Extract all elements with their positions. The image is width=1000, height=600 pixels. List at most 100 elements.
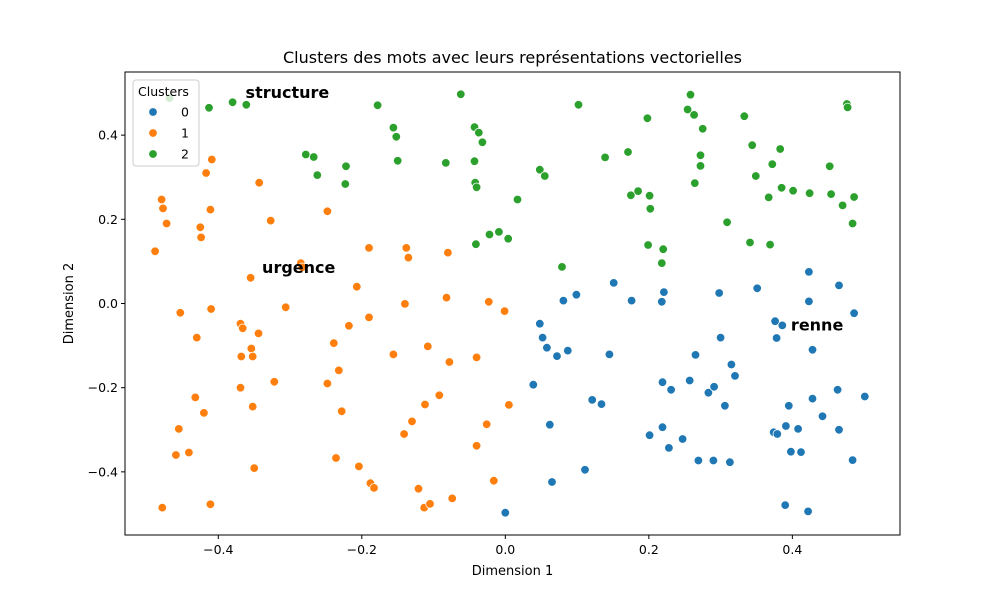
point-cluster-0-3: [558, 295, 569, 306]
legend-marker-0: [148, 107, 158, 117]
point-cluster-1-37: [499, 306, 510, 316]
x-tick-label: −0.2: [347, 542, 377, 557]
point-cluster-2-20: [471, 182, 482, 193]
point-cluster-2-26: [494, 227, 504, 237]
point-cluster-0-59: [780, 500, 790, 510]
point-cluster-1-69: [157, 502, 168, 513]
point-cluster-2-59: [826, 189, 836, 199]
x-tick-label: 0.0: [495, 542, 515, 557]
point-cluster-1-65: [425, 499, 435, 509]
point-cluster-0-34: [587, 395, 597, 405]
plot-area: [150, 89, 870, 518]
point-cluster-1-48: [337, 406, 347, 417]
point-cluster-0-25: [730, 371, 740, 381]
point-cluster-1-22: [175, 308, 186, 318]
point-cluster-2-18: [469, 156, 480, 166]
point-cluster-0-47: [772, 429, 783, 439]
point-cluster-2-32: [626, 190, 636, 201]
point-cluster-2-39: [658, 244, 668, 254]
point-cluster-0-58: [860, 391, 870, 402]
point-cluster-0-32: [709, 382, 719, 392]
y-tick-label: −0.2: [88, 380, 118, 395]
point-cluster-0-11: [770, 316, 780, 326]
point-cluster-0-42: [725, 457, 735, 467]
point-cluster-0-54: [786, 447, 796, 457]
point-cluster-2-5: [309, 152, 319, 162]
point-cluster-2-8: [340, 179, 351, 189]
point-cluster-1-53: [504, 400, 514, 410]
legend-marker-1: [148, 128, 158, 138]
point-cluster-0-31: [703, 388, 714, 398]
point-cluster-2-56: [788, 185, 798, 196]
point-cluster-2-47: [722, 217, 732, 228]
point-cluster-0-50: [793, 424, 803, 434]
point-cluster-1-6: [201, 168, 211, 178]
point-cluster-1-29: [247, 351, 258, 362]
x-axis-label: Dimension 1: [472, 564, 554, 579]
point-cluster-0-44: [580, 465, 590, 475]
point-cluster-2-12: [393, 156, 403, 166]
point-cluster-1-54: [399, 429, 409, 439]
point-cluster-2-54: [775, 144, 785, 154]
point-cluster-0-17: [537, 332, 548, 343]
point-cluster-2-48: [739, 111, 750, 121]
point-cluster-0-26: [771, 333, 782, 343]
legend: Clusters 0 1 2: [132, 79, 200, 167]
point-cluster-2-13: [441, 158, 451, 168]
point-cluster-2-23: [540, 171, 550, 181]
point-cluster-1-15: [364, 243, 374, 253]
point-cluster-2-35: [644, 190, 655, 201]
point-cluster-1-13: [297, 262, 307, 273]
point-cluster-2-36: [645, 204, 656, 214]
point-cluster-1-49: [407, 416, 417, 427]
point-cluster-2-41: [685, 89, 696, 100]
point-cluster-0-22: [690, 350, 701, 360]
point-cluster-2-9: [372, 100, 383, 111]
point-cluster-1-40: [388, 349, 399, 360]
point-cluster-0-12: [777, 320, 788, 331]
point-cluster-0-41: [708, 455, 719, 466]
point-cluster-1-56: [184, 447, 194, 458]
point-cluster-2-65: [765, 239, 775, 250]
point-cluster-1-39: [471, 352, 482, 363]
point-cluster-0-4: [571, 290, 582, 300]
y-tick-label: 0.0: [98, 296, 118, 311]
point-cluster-0-36: [545, 420, 555, 430]
point-cluster-2-22: [535, 164, 545, 175]
chart-title: Clusters des mots avec leurs représentat…: [283, 48, 742, 67]
point-cluster-0-48: [784, 401, 794, 411]
point-cluster-1-11: [322, 206, 333, 217]
point-cluster-2-14: [456, 89, 466, 100]
annotation-structure: structure: [246, 83, 330, 102]
point-cluster-0-28: [657, 377, 668, 387]
point-cluster-1-59: [331, 453, 341, 463]
point-cluster-2-57: [804, 188, 815, 198]
point-cluster-2-31: [623, 147, 633, 157]
point-cluster-2-55: [776, 183, 787, 193]
point-cluster-0-40: [664, 443, 674, 453]
point-cluster-2-62: [842, 102, 853, 113]
point-cluster-1-42: [322, 378, 333, 389]
point-cluster-0-45: [547, 477, 557, 487]
point-cluster-0-19: [563, 345, 573, 356]
y-tick-label: −0.4: [88, 464, 118, 479]
point-cluster-1-41: [334, 365, 344, 376]
point-cluster-0-35: [596, 399, 607, 409]
point-cluster-0-13: [804, 267, 814, 277]
point-cluster-0-29: [666, 385, 676, 395]
point-cluster-2-51: [745, 237, 755, 248]
point-cluster-1-3: [150, 246, 160, 257]
point-cluster-1-52: [482, 419, 492, 430]
point-cluster-2-50: [751, 171, 761, 181]
point-cluster-1-62: [369, 483, 379, 493]
point-cluster-1-46: [199, 408, 209, 418]
point-cluster-2-11: [391, 132, 402, 142]
point-cluster-1-34: [423, 341, 433, 352]
point-cluster-1-4: [195, 222, 206, 233]
point-cluster-2-21: [512, 194, 523, 205]
annotation-renne: renne: [791, 316, 844, 335]
point-cluster-1-57: [171, 450, 181, 460]
legend-label-0: 0: [181, 105, 189, 120]
point-cluster-2-17: [477, 137, 488, 148]
point-cluster-1-43: [269, 377, 280, 387]
